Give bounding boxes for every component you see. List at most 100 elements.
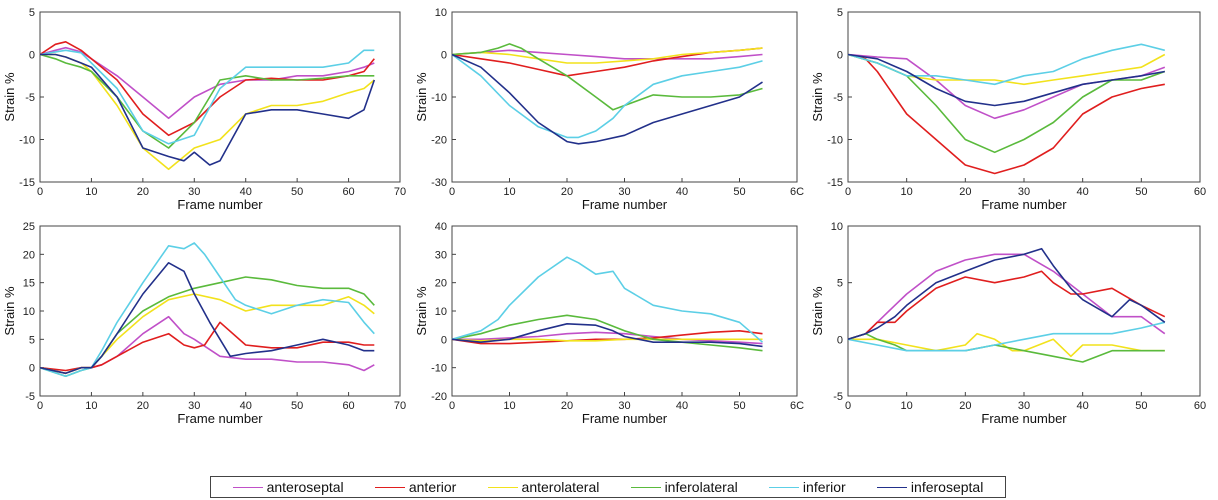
y-tick-label: 10 [435,7,447,19]
x-tick-label: 20 [137,400,149,412]
x-tick-label: 20 [561,186,573,198]
x-tick-label: 30 [188,186,200,198]
y-tick-label: 10 [831,221,843,233]
legend-swatch-anterolateral [487,486,518,488]
series-line-inferolateral [39,276,375,378]
legend-item-inferoseptal: inferoseptal [876,479,984,495]
plot-5: 0 10 20 30 40 50 6C -20 -10 0 10 20 30 40 Frame number… [414,221,804,426]
series-line-anteroseptal [452,331,763,345]
legend-swatch-inferoseptal [876,486,907,488]
x-tick-label: 30 [1018,400,1030,412]
x-tick-label: 10 [503,400,515,412]
x-tick-label: 30 [618,400,630,412]
legend: anteroseptal anterior anterolateral infe… [210,476,1006,498]
series-line-inferolateral [451,43,763,111]
y-tick-label: -5 [25,92,35,104]
series-line-anterolateral [848,332,1165,358]
series-line-inferoseptal [451,53,763,145]
x-tick-label: 10 [901,400,913,412]
plot-1: 0 10 20 30 40 50 60 70 -15 -10 -5 0 5 Frame number Str… [2,7,406,212]
series-line-inferior [451,53,763,139]
y-tick-label: -15 [827,177,843,189]
y-tick-label: -20 [431,391,447,403]
y-tick-label: 20 [23,249,35,261]
x-tick-label: 20 [959,186,971,198]
x-tick-label: 10 [901,186,913,198]
legend-swatch-anteroseptal [232,486,263,488]
plot-frame [39,225,401,397]
x-tick-label: 20 [959,400,971,412]
y-tick-label: 10 [435,306,447,318]
legend-item-anteroseptal: anteroseptal [232,479,344,495]
x-tick-label: 0 [37,186,43,198]
y-tick-label: 0 [441,334,447,346]
legend-item-inferior: inferior [768,479,846,495]
y-tick-label: -20 [431,135,447,147]
plot-frame [847,11,1201,183]
plot-frame [451,11,798,183]
x-tick-label: 40 [240,186,252,198]
legend-label-inferoseptal: inferoseptal [910,479,984,495]
y-tick-label: 25 [23,221,35,233]
series-line-inferoseptal [847,247,1166,341]
y-tick-label: 30 [435,249,447,261]
x-tick-label: 0 [845,400,851,412]
y-tick-label: -10 [19,135,35,147]
legend-label-inferolateral: inferolateral [664,479,738,495]
y-tick-label: 40 [435,221,447,233]
plot-2: 0 10 20 30 40 50 6C -30 -20 -10 0 10 Frame number Str… [414,7,804,212]
y-tick-label: -30 [431,177,447,189]
series-line-anterior [847,53,1165,175]
series-line-inferolateral [39,53,375,149]
y-tick-label: 20 [435,278,447,290]
x-tick-label: 30 [618,186,630,198]
series-line-anteroseptal [847,53,1166,120]
y-tick-label: 0 [29,50,35,62]
plot-3: 0 10 20 30 40 50 60 -15 -10 -5 0 5 Frame number Strai… [810,7,1206,212]
x-tick-label: 20 [137,186,149,198]
series-line-inferior [847,43,1165,86]
y-axis-label: Strain % [810,286,825,336]
legend-swatch-inferior [768,486,799,488]
x-tick-label: 10 [85,400,97,412]
y-tick-label: 5 [837,7,843,19]
x-tick-label: 50 [733,400,745,412]
legend-label-anteroseptal: anteroseptal [266,479,344,495]
y-axis-label: Strain % [810,72,825,122]
y-tick-label: 5 [29,334,35,346]
x-axis-label: Frame number [582,197,668,212]
legend-item-inferolateral: inferolateral [630,479,738,495]
y-axis-label: Strain % [414,286,429,336]
legend-label-anterolateral: anterolateral [521,479,600,495]
x-tick-label: 10 [503,186,515,198]
x-tick-label: 6C [790,400,804,412]
x-tick-label: 30 [188,400,200,412]
legend-swatch-inferolateral [630,486,661,488]
x-tick-label: 0 [37,400,43,412]
x-tick-label: 40 [240,400,252,412]
series-line-inferoseptal [451,322,763,348]
series-line-anteroseptal [451,49,763,60]
y-axis-label: Strain % [2,72,17,122]
x-tick-label: 0 [449,186,455,198]
x-tick-label: 70 [394,186,406,198]
series-line-inferior [847,321,1165,352]
x-tick-label: 60 [342,400,354,412]
x-axis-label: Frame number [177,411,263,426]
plot-frame [451,225,798,397]
y-tick-label: 5 [837,278,843,290]
series-line-inferior [451,256,764,343]
legend-label-anterior: anterior [408,479,457,495]
y-tick-label: -10 [827,135,843,147]
x-axis-label: Frame number [177,197,263,212]
y-axis-label: Strain % [414,72,429,122]
x-tick-label: 40 [1077,400,1089,412]
x-tick-label: 0 [449,400,455,412]
y-tick-label: -10 [431,92,447,104]
x-axis-label: Frame number [981,197,1067,212]
series-line-anterior [39,40,375,137]
y-tick-label: 10 [23,306,35,318]
x-tick-label: 50 [291,400,303,412]
x-tick-label: 60 [1194,186,1206,198]
